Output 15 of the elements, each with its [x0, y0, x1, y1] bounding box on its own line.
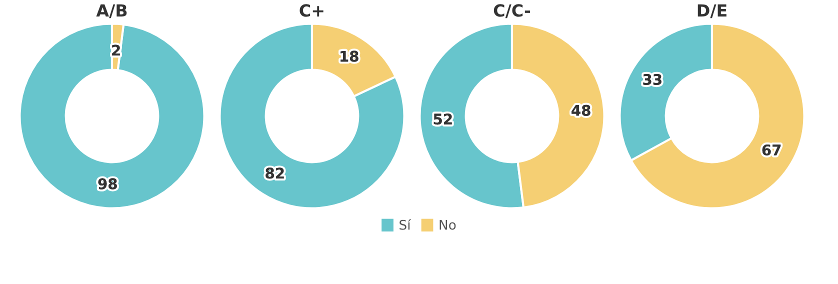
chart-title: C+ — [300, 4, 324, 17]
chart-title: C/C- — [494, 4, 530, 18]
data-label: 82 — [266, 168, 284, 179]
data-label: 48 — [572, 104, 590, 116]
chart-title: A/B — [96, 4, 127, 18]
data-label: 67 — [762, 144, 781, 156]
legend-label: Sí — [400, 219, 412, 230]
chart-title: D/E — [698, 4, 726, 18]
legend-label: No — [440, 220, 456, 230]
donut-slice — [218, 22, 406, 210]
data-label: 52 — [434, 114, 452, 125]
data-label: 18 — [340, 50, 358, 62]
data-label: 98 — [98, 178, 117, 190]
data-label: 33 — [643, 74, 662, 85]
donut-slice — [18, 22, 206, 210]
